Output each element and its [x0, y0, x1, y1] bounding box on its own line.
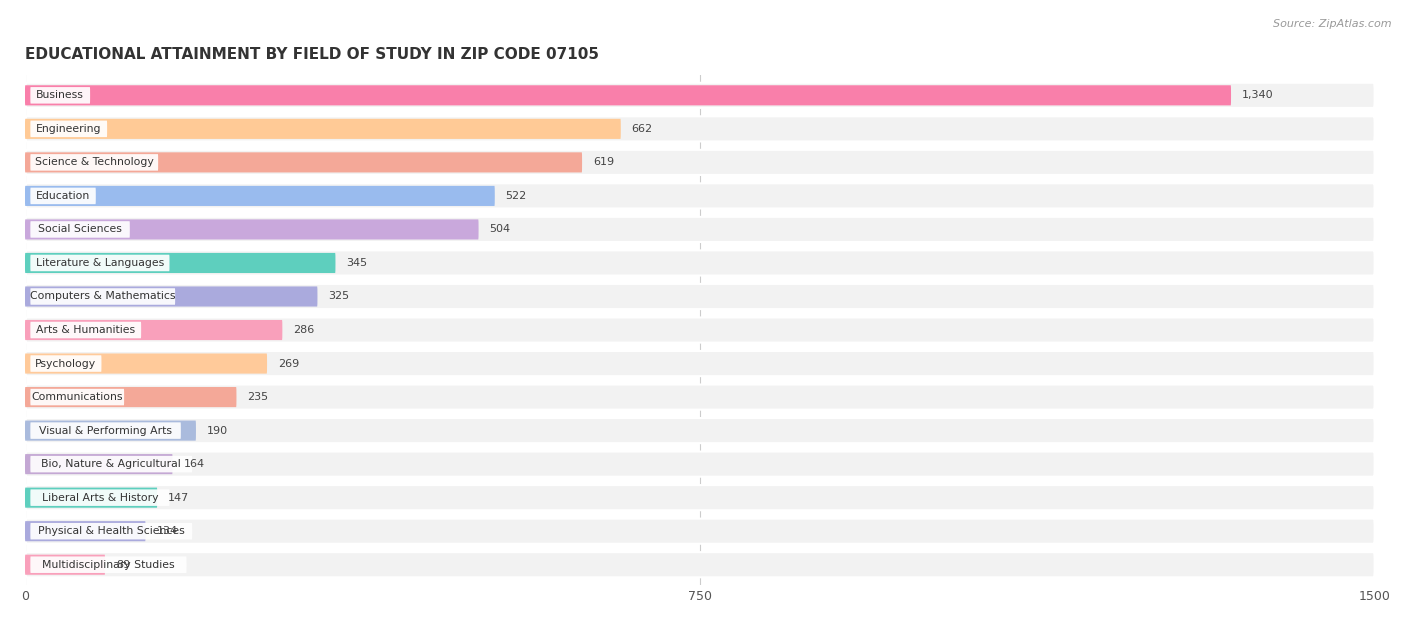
Text: 190: 190	[207, 425, 228, 435]
FancyBboxPatch shape	[25, 387, 236, 407]
Text: Social Sciences: Social Sciences	[38, 225, 122, 235]
FancyBboxPatch shape	[25, 152, 582, 172]
Text: 89: 89	[115, 560, 131, 570]
FancyBboxPatch shape	[25, 454, 173, 474]
Text: 325: 325	[328, 292, 350, 302]
Text: Liberal Arts & History: Liberal Arts & History	[42, 493, 159, 503]
FancyBboxPatch shape	[31, 490, 170, 506]
Text: Engineering: Engineering	[37, 124, 101, 134]
FancyBboxPatch shape	[25, 119, 621, 139]
Text: Source: ZipAtlas.com: Source: ZipAtlas.com	[1274, 19, 1392, 29]
Text: Arts & Humanities: Arts & Humanities	[37, 325, 135, 335]
FancyBboxPatch shape	[31, 221, 129, 238]
FancyBboxPatch shape	[25, 271, 1375, 322]
FancyBboxPatch shape	[25, 85, 1232, 105]
Text: 662: 662	[631, 124, 652, 134]
Text: Computers & Mathematics: Computers & Mathematics	[30, 292, 176, 302]
FancyBboxPatch shape	[25, 186, 495, 206]
Text: Education: Education	[37, 191, 90, 201]
Text: Science & Technology: Science & Technology	[35, 157, 153, 167]
FancyBboxPatch shape	[25, 70, 1375, 121]
FancyBboxPatch shape	[25, 220, 478, 240]
FancyBboxPatch shape	[25, 521, 146, 541]
FancyBboxPatch shape	[25, 320, 283, 340]
FancyBboxPatch shape	[31, 121, 107, 137]
FancyBboxPatch shape	[31, 355, 101, 372]
FancyBboxPatch shape	[31, 422, 181, 439]
Text: EDUCATIONAL ATTAINMENT BY FIELD OF STUDY IN ZIP CODE 07105: EDUCATIONAL ATTAINMENT BY FIELD OF STUDY…	[25, 47, 599, 62]
FancyBboxPatch shape	[25, 473, 1375, 523]
FancyBboxPatch shape	[25, 555, 105, 575]
Text: Psychology: Psychology	[35, 358, 97, 369]
Text: 286: 286	[294, 325, 315, 335]
FancyBboxPatch shape	[25, 540, 1375, 590]
FancyBboxPatch shape	[25, 406, 1375, 456]
FancyBboxPatch shape	[25, 137, 1375, 187]
FancyBboxPatch shape	[31, 557, 187, 573]
FancyBboxPatch shape	[25, 420, 195, 440]
Text: 619: 619	[593, 157, 614, 167]
FancyBboxPatch shape	[31, 523, 193, 540]
Text: 504: 504	[489, 225, 510, 235]
FancyBboxPatch shape	[25, 171, 1375, 221]
Text: 269: 269	[278, 358, 299, 369]
FancyBboxPatch shape	[31, 255, 170, 271]
Text: 164: 164	[183, 459, 204, 469]
FancyBboxPatch shape	[25, 204, 1375, 254]
FancyBboxPatch shape	[25, 238, 1375, 288]
Text: 235: 235	[247, 392, 269, 402]
FancyBboxPatch shape	[25, 286, 318, 307]
FancyBboxPatch shape	[25, 488, 157, 508]
FancyBboxPatch shape	[25, 103, 1375, 154]
FancyBboxPatch shape	[25, 305, 1375, 355]
FancyBboxPatch shape	[25, 353, 267, 374]
Text: Business: Business	[37, 90, 84, 100]
Text: 147: 147	[169, 493, 190, 503]
FancyBboxPatch shape	[31, 322, 141, 338]
Text: Multidisciplinary Studies: Multidisciplinary Studies	[42, 560, 174, 570]
FancyBboxPatch shape	[31, 187, 96, 204]
FancyBboxPatch shape	[25, 506, 1375, 557]
Text: 345: 345	[346, 258, 367, 268]
FancyBboxPatch shape	[25, 253, 336, 273]
FancyBboxPatch shape	[31, 288, 176, 305]
Text: Communications: Communications	[31, 392, 122, 402]
FancyBboxPatch shape	[25, 372, 1375, 422]
Text: Bio, Nature & Agricultural: Bio, Nature & Agricultural	[41, 459, 181, 469]
Text: 1,340: 1,340	[1241, 90, 1274, 100]
FancyBboxPatch shape	[31, 456, 193, 473]
Text: 134: 134	[156, 526, 177, 536]
Text: Literature & Languages: Literature & Languages	[35, 258, 165, 268]
FancyBboxPatch shape	[25, 338, 1375, 389]
FancyBboxPatch shape	[31, 154, 157, 170]
Text: Visual & Performing Arts: Visual & Performing Arts	[39, 425, 172, 435]
FancyBboxPatch shape	[31, 389, 124, 405]
Text: Physical & Health Sciences: Physical & Health Sciences	[38, 526, 184, 536]
Text: 522: 522	[506, 191, 527, 201]
FancyBboxPatch shape	[25, 439, 1375, 489]
FancyBboxPatch shape	[31, 87, 90, 103]
